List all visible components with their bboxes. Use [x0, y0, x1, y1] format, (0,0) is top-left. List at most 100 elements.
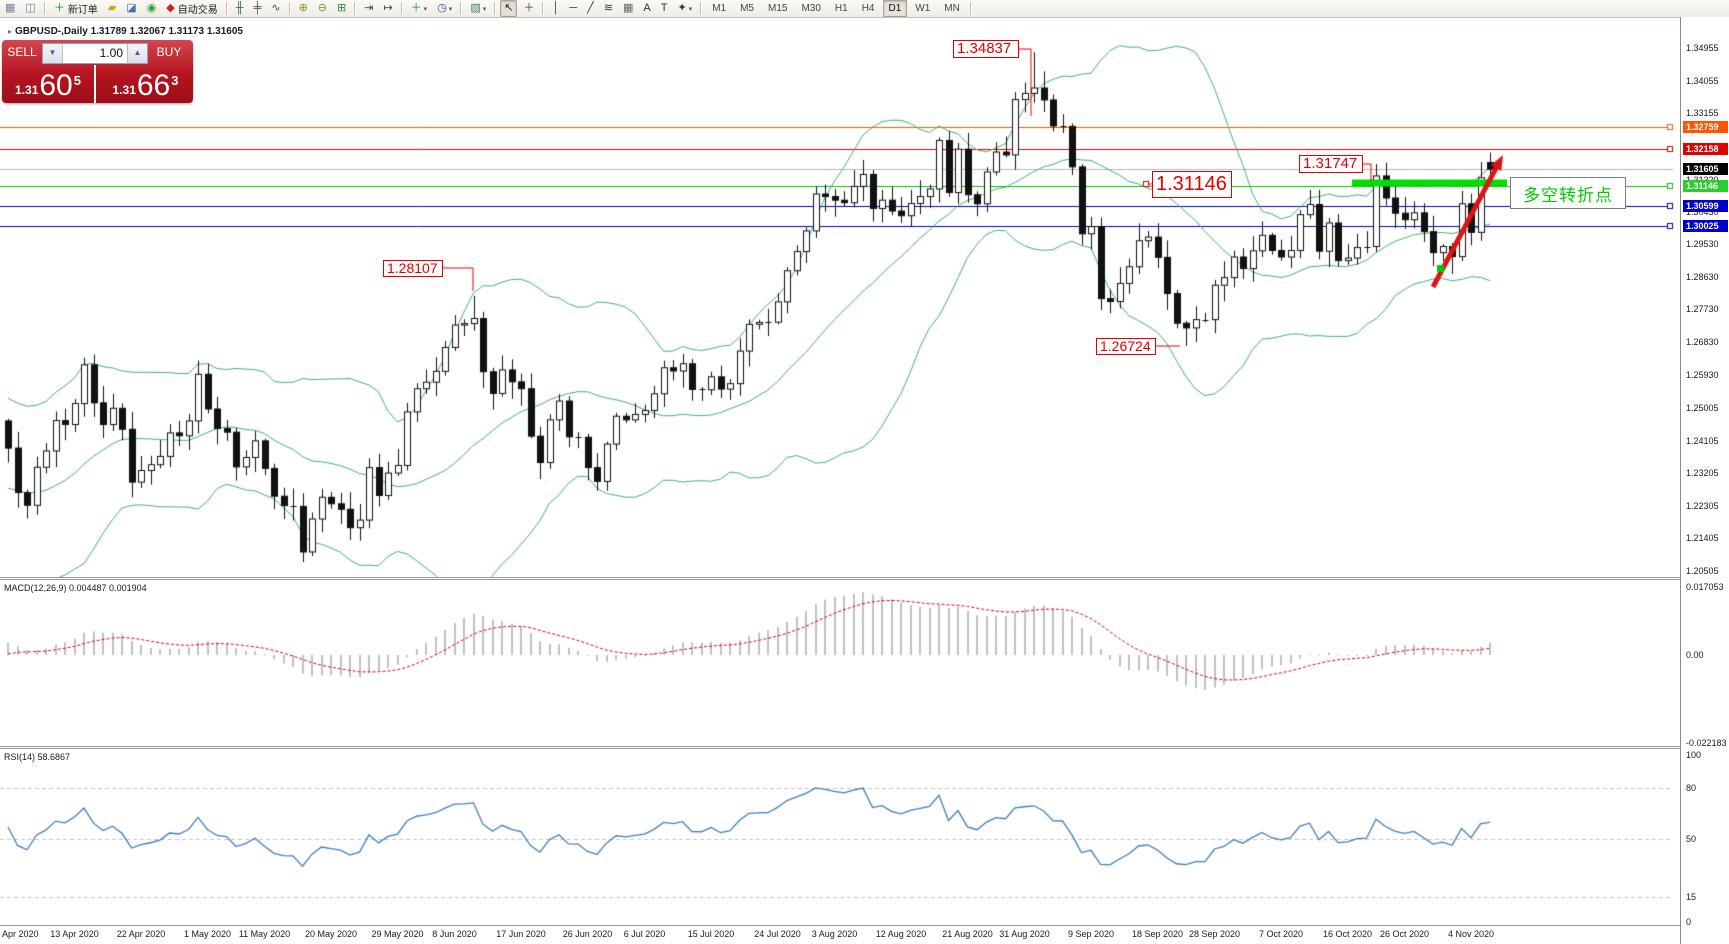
rsi-tick: 0 — [1686, 917, 1692, 927]
rsi-label: RSI(14) 58.6867 — [4, 752, 71, 762]
date-axis[interactable]: Apr 2020 13 Apr 2020 22 Apr 2020 1 May 2020… — [0, 926, 1681, 944]
new-order-button[interactable]: ＋新订单 — [50, 0, 102, 17]
macd-label: MACD(12,26,9) 0.004487 0.001904 — [4, 583, 147, 593]
volume-stepper: ▼ 1.00 ▲ — [42, 43, 148, 64]
candlestick-mode-button[interactable]: ╫ — [232, 0, 248, 17]
line-mode-button[interactable]: ∿ — [267, 0, 284, 17]
rsi-tick: 50 — [1686, 833, 1697, 844]
crosshair-icon: ＋ — [523, 2, 535, 14]
sell-price-pip: 5 — [73, 73, 81, 88]
date-tick: 24 Jul 2020 — [754, 929, 801, 939]
timeframe-d1-button[interactable]: D1 — [882, 0, 908, 17]
price-tick: 1.33155 — [1686, 108, 1719, 119]
toolbar-separator — [700, 2, 703, 15]
label-button[interactable]: T — [657, 0, 672, 17]
fibonacci-button[interactable]: ≋ — [600, 0, 617, 17]
price-label-131146[interactable]: 1.31146 — [1152, 171, 1232, 198]
date-tick: 3 Aug 2020 — [811, 929, 858, 939]
toolbar-separator — [969, 2, 972, 15]
panel-separator[interactable] — [0, 577, 1729, 580]
price-tick: 1.22305 — [1686, 500, 1719, 511]
price-tick: 1.21405 — [1686, 533, 1719, 544]
price-label-126724[interactable]: 1.26724 — [1096, 338, 1156, 355]
price-badge: 1.30599 — [1683, 199, 1728, 212]
chart-profile-icon: ▧ — [470, 2, 481, 14]
timeframe-w1-button[interactable]: W1 — [915, 3, 931, 14]
bar-mode-button[interactable]: ╪ — [250, 0, 266, 17]
arrows-button[interactable]: ✦ ▾ — [673, 0, 696, 17]
macd-canvas[interactable] — [0, 580, 1681, 746]
candlestick-chart-icon: ╫ — [235, 2, 244, 14]
crosshair-button[interactable]: ＋ — [519, 0, 538, 17]
zoom-in-button[interactable]: ⊕ — [295, 0, 312, 17]
volume-decrease-button[interactable]: ▼ — [43, 44, 63, 63]
auto-scroll-icon: ⇥ — [364, 2, 374, 14]
market-watch-icon: ▰ — [107, 2, 117, 14]
tile-windows-button[interactable]: ⊞ — [333, 0, 350, 17]
zoom-out-button[interactable]: ⊖ — [314, 0, 331, 17]
clock-icon: ◷ — [437, 2, 447, 14]
macd-tick: 0.017053 — [1686, 582, 1724, 593]
new-chart-icon: ▦ — [5, 2, 16, 14]
vertical-line-icon: │ — [552, 2, 560, 14]
indicators-button[interactable]: ＋ ▾ — [407, 0, 432, 17]
date-tick: 7 Oct 2020 — [1258, 929, 1304, 939]
timeframe-h4-button[interactable]: H4 — [861, 3, 875, 14]
data-window-button[interactable]: ◫ — [21, 0, 39, 17]
main-chart-canvas[interactable] — [0, 17, 1681, 577]
volume-input[interactable]: 1.00 — [99, 46, 123, 60]
text-label-icon: T — [660, 2, 668, 14]
cursor-icon: ↖ — [504, 2, 514, 14]
auto-scroll-button[interactable]: ⇥ — [360, 0, 377, 17]
periods-button[interactable]: ◷ ▾ — [433, 0, 456, 17]
chart-shift-button[interactable]: ↦ — [379, 0, 396, 17]
timeframe-h1-button[interactable]: H1 — [834, 3, 848, 14]
sell-button[interactable]: SELL — [7, 45, 37, 59]
bar-chart-icon: ╪ — [253, 2, 262, 14]
sell-price-button[interactable]: 1.31 60 5 — [2, 65, 96, 103]
date-tick: 9 Sep 2020 — [1067, 929, 1115, 939]
vertical-line-button[interactable]: │ — [548, 0, 563, 17]
timeframe-m5-button[interactable]: M5 — [740, 3, 754, 14]
person-icon: ◪ — [126, 2, 137, 14]
chart-profile-button[interactable]: ▧ ▾ — [466, 0, 490, 17]
community-button[interactable]: ◪ — [122, 0, 140, 17]
date-tick: Apr 2020 — [2, 929, 39, 939]
timeframe-m1-button[interactable]: M1 — [712, 3, 727, 14]
new-order-button-label: 新订单 — [67, 5, 98, 16]
price-axis[interactable]: 1.34955 1.34055 1.33155 1.31320 1.30430 1.295… — [1680, 17, 1729, 944]
buy-price-button[interactable]: 1.31 66 3 — [98, 65, 193, 103]
price-tick: 1.34955 — [1686, 43, 1719, 53]
panel-separator[interactable] — [0, 746, 1729, 749]
timeframe-m30-button[interactable]: M30 — [801, 3, 821, 14]
signal-icon: ◉ — [146, 2, 157, 14]
indicator-add-icon: ＋ — [410, 2, 422, 14]
date-tick: 15 Jul 2020 — [687, 929, 735, 939]
text-annotation-turning-point[interactable]: 多空转折点 — [1510, 177, 1626, 209]
price-label-128107[interactable]: 1.28107 — [383, 260, 443, 277]
cursor-button[interactable]: ↖ — [500, 0, 518, 17]
price-label-131747[interactable]: 1.31747 — [1299, 155, 1363, 173]
equidistant-button[interactable]: ▦ — [619, 0, 637, 17]
price-tick: 1.25005 — [1686, 403, 1719, 414]
volume-increase-button[interactable]: ▲ — [127, 44, 147, 63]
autotrade-button[interactable]: ◆ 自动交易 — [162, 0, 221, 17]
market-watch-button[interactable]: ▰ — [104, 0, 120, 17]
trendline-button[interactable]: ╱ — [583, 0, 598, 17]
toolbar-separator — [494, 2, 497, 15]
symbol-marker-icon: ▸ — [8, 27, 13, 36]
timeframe-mn-button[interactable]: MN — [944, 3, 960, 14]
text-button[interactable]: A — [639, 0, 654, 17]
chevron-down-icon: ▾ — [482, 5, 487, 13]
rsi-canvas[interactable] — [0, 749, 1681, 925]
price-tick: 1.20505 — [1686, 565, 1719, 576]
price-label-134837[interactable]: 1.34837 — [953, 40, 1019, 58]
signals-button[interactable]: ◉ — [143, 0, 161, 17]
price-tick: 1.23205 — [1686, 468, 1719, 479]
horizontal-line-button[interactable]: ─ — [565, 0, 581, 17]
timeframe-m15-button[interactable]: M15 — [768, 3, 788, 14]
new-chart-button[interactable]: ▦ — [1, 0, 19, 17]
buy-button[interactable]: BUY — [156, 45, 182, 59]
data-window-icon: ◫ — [25, 2, 36, 14]
price-badge: 1.32759 — [1683, 121, 1728, 134]
